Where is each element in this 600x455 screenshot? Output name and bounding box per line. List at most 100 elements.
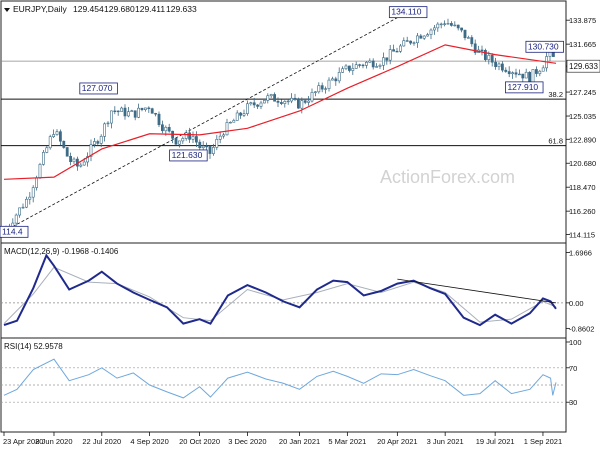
candle-body	[497, 63, 501, 67]
price-label-box	[525, 40, 564, 53]
x-tick-label: 22 Jul 2020	[82, 437, 121, 446]
candle-body	[375, 66, 379, 68]
candle-body	[31, 187, 35, 198]
price-y-tick-label: 114.115	[569, 230, 595, 239]
candle-body	[453, 24, 457, 27]
candle-body	[198, 141, 202, 149]
candle-body	[511, 72, 515, 75]
candle-body	[147, 107, 151, 110]
candle-body	[82, 161, 86, 166]
price-y-tick-label: 127.245	[569, 88, 596, 97]
candle-body	[388, 49, 392, 61]
rsi-line	[3, 358, 557, 399]
x-tick-label: 20 Oct 2020	[179, 437, 220, 446]
macd-trendline	[397, 278, 557, 304]
candle-body	[473, 43, 477, 53]
candle-body	[157, 113, 161, 126]
candle-body	[307, 100, 311, 103]
dropdown-triangle-icon	[4, 8, 10, 12]
x-tick-label: 8 Jun 2020	[35, 437, 72, 446]
candle-body	[28, 196, 32, 200]
price-label-box	[0, 225, 29, 238]
moving-average-line	[3, 44, 557, 180]
candle-body	[266, 95, 270, 101]
candle-body	[191, 136, 195, 140]
candle-body	[201, 145, 205, 149]
candle-body	[487, 54, 491, 60]
candle-body	[55, 131, 59, 135]
candle-body	[446, 23, 450, 25]
x-tick-label: 3 Dec 2020	[228, 437, 266, 446]
rsi-plot: 100 70 30	[1, 338, 582, 407]
candle-body	[409, 40, 413, 44]
candle-body	[144, 107, 147, 110]
candle-body	[89, 144, 93, 157]
candle-body	[310, 92, 314, 102]
header-high: 129.680	[104, 4, 135, 14]
candle-body	[161, 124, 164, 132]
candle-body	[395, 50, 399, 53]
candle-body	[127, 111, 130, 117]
candle-body	[334, 78, 338, 82]
candle-body	[52, 134, 56, 137]
candle-body	[415, 35, 419, 44]
candle-body	[521, 73, 525, 79]
candle-body	[86, 156, 90, 163]
candle-body	[103, 123, 107, 137]
candle-body	[269, 94, 273, 97]
candle-body	[290, 97, 294, 102]
rsi-y-tick-label: 30	[569, 398, 577, 407]
candle-body	[337, 72, 341, 82]
candle-body	[212, 147, 215, 154]
candle-body	[300, 100, 304, 109]
candle-body	[460, 27, 464, 31]
candle-body	[62, 140, 66, 148]
macd-y-tick-label: 0.00	[569, 299, 584, 308]
header-close: 129.633	[166, 4, 197, 14]
candle-body	[463, 29, 467, 39]
candle-body	[252, 102, 256, 106]
candle-body	[296, 98, 300, 109]
candle-body	[181, 138, 185, 142]
candle-body	[120, 107, 124, 112]
candle-body	[341, 68, 345, 73]
candle-body	[164, 127, 168, 132]
x-tick-label: 1 Sep 2021	[524, 437, 562, 446]
price-y-tick-label: 116.260	[569, 207, 596, 216]
candle-body	[14, 214, 18, 224]
candle-body	[140, 107, 144, 110]
price-label: 134.110	[388, 6, 428, 19]
candle-body	[232, 120, 236, 123]
candle-body	[218, 135, 222, 140]
candle-body	[327, 79, 331, 89]
candle-body	[419, 35, 423, 39]
candle-body	[436, 23, 440, 29]
candle-body	[222, 134, 226, 137]
candle-body	[133, 110, 137, 118]
candle-body	[422, 35, 426, 39]
candle-body	[38, 164, 42, 179]
header-open: 129.454	[73, 4, 104, 14]
candle-body	[364, 61, 368, 66]
candle-body	[398, 45, 402, 52]
x-tick-label: 20 Jan 2021	[279, 437, 320, 446]
header-symbol: EURJPY,Daily	[13, 4, 67, 14]
candle-body	[215, 139, 219, 148]
rsi-y-tick-label: 100	[569, 338, 582, 347]
candle-body	[24, 198, 28, 208]
candle-body	[351, 68, 355, 71]
candle-body	[48, 136, 52, 149]
candle-body	[79, 164, 83, 167]
price-label-text: 127.910	[507, 82, 538, 92]
price-y-tick-label: 133.875	[569, 16, 596, 25]
candle-body	[538, 70, 542, 74]
candle-body	[361, 64, 365, 67]
candle-body	[150, 108, 154, 114]
candle-body	[45, 147, 49, 153]
candle-body	[256, 104, 260, 107]
x-tick-label: 20 Apr 2021	[377, 437, 417, 446]
candle-body	[303, 100, 307, 103]
candle-body	[113, 110, 117, 112]
candle-body	[246, 103, 249, 114]
